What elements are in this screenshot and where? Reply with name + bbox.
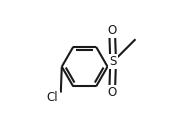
Text: S: S (109, 55, 117, 68)
Text: Cl: Cl (47, 91, 58, 104)
Text: O: O (108, 86, 117, 99)
Text: O: O (108, 24, 117, 37)
